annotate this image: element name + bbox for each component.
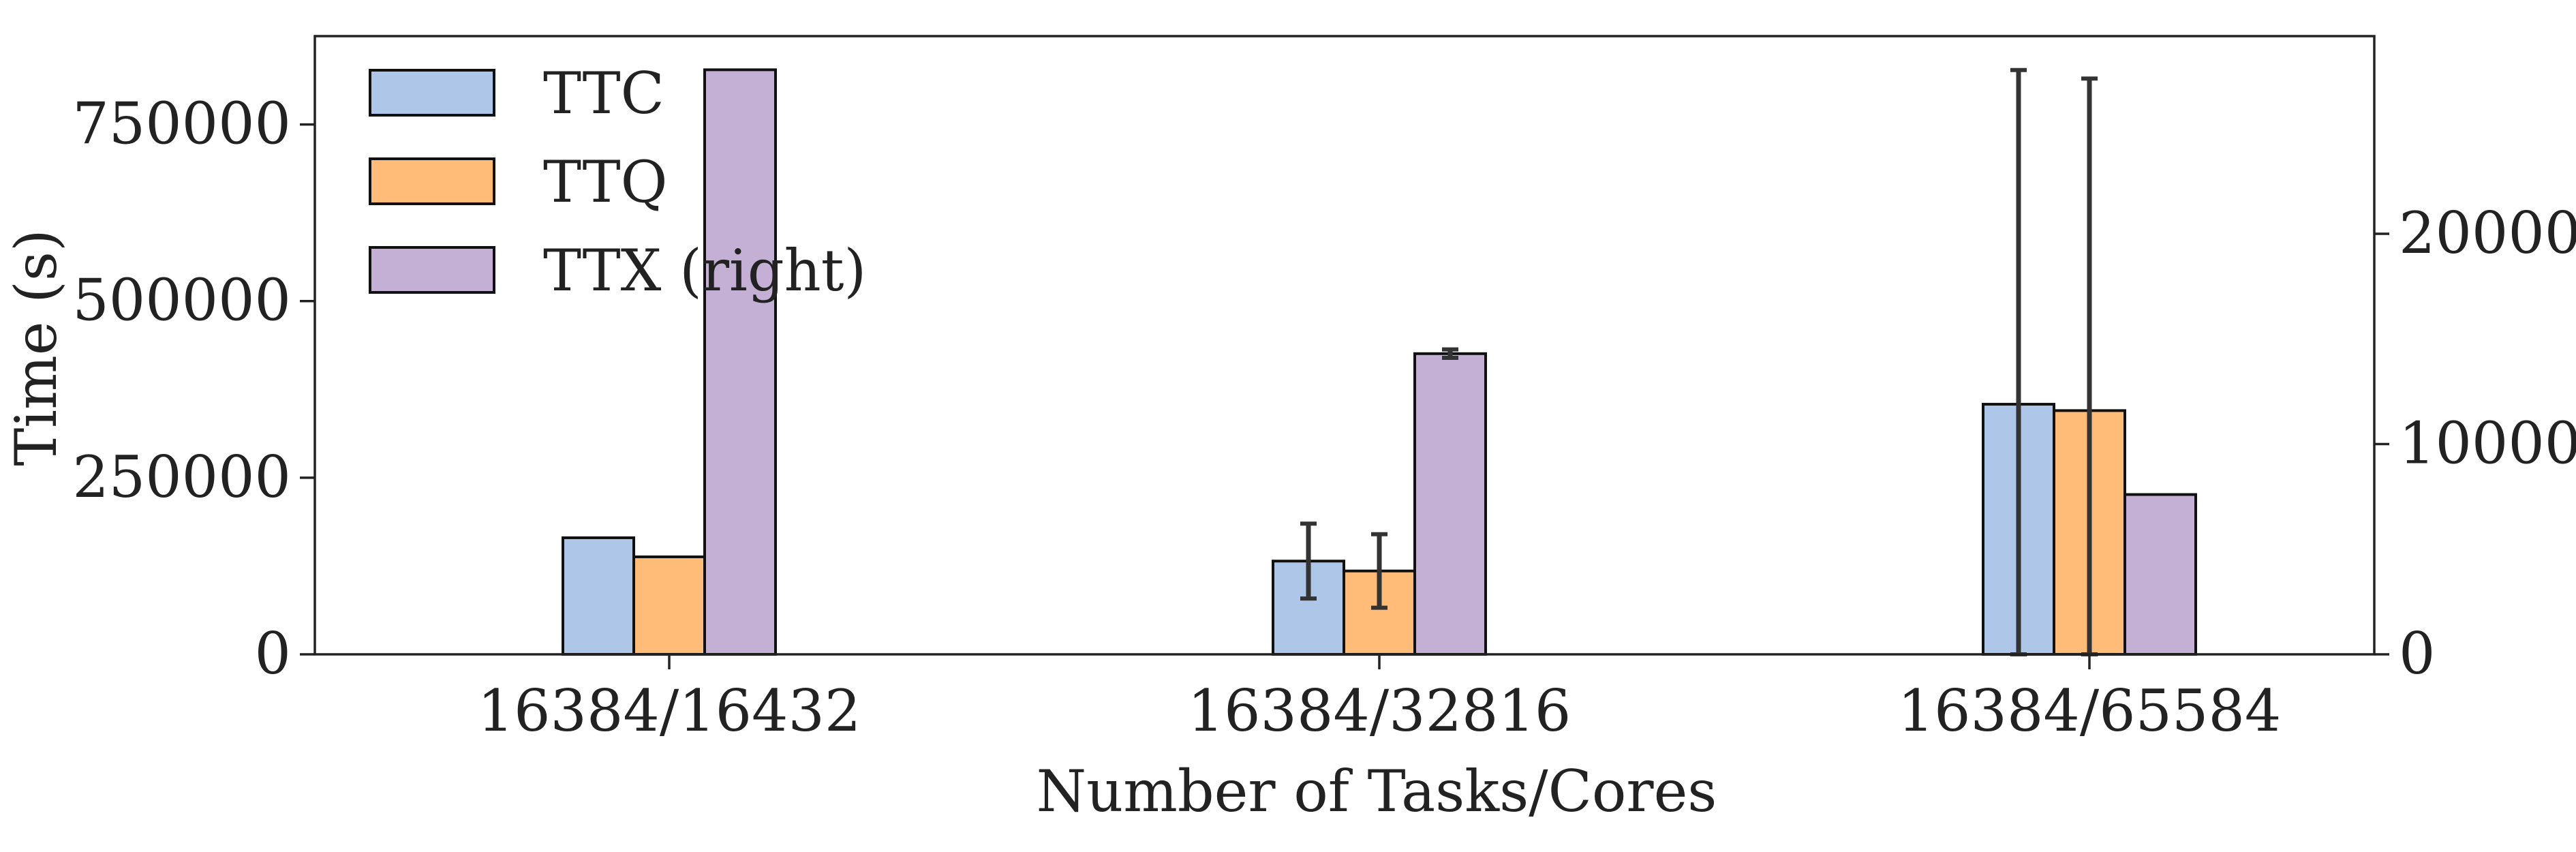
legend-swatch-ttc (369, 69, 495, 117)
plot-layer (562, 67, 2197, 656)
legend-swatch-ttx (369, 246, 495, 294)
bar-ttx-2 (1413, 352, 1487, 656)
legend-label-ttc: TTC (543, 60, 664, 127)
y-axis-label: Time (s) (3, 229, 70, 466)
bar-ttq-1 (632, 555, 706, 656)
x-tick-label: 16384/32816 (1188, 678, 1571, 744)
y-left-tick-label: 750000 (72, 91, 291, 157)
y-left-tick-label: 500000 (72, 267, 291, 334)
y-left-tick-label: 250000 (72, 444, 291, 511)
text-layer: Number of Tasks/Cores Time (s) (3, 229, 1717, 825)
legend-label-ttx: TTX (right) (543, 237, 866, 304)
y-right-tick-label: 0 (2399, 620, 2435, 687)
bar-ttx-3 (2123, 493, 2197, 656)
axes-layer: 0 250000 500000 750000 0 10000 20000 16384/1643… (72, 35, 2576, 744)
y-right-tick-label: 20000 (2399, 200, 2576, 267)
y-left-tick-label: 0 (255, 620, 291, 687)
bar-ttc-1 (562, 536, 635, 656)
plot-frame (313, 35, 2376, 656)
x-tick-label: 16384/65584 (1898, 678, 2282, 744)
legend-swatch-ttq (369, 157, 495, 205)
legend: TTC TTQ TTX (right) (369, 60, 866, 304)
bar-ttx-1 (703, 68, 777, 656)
y-right-tick-label: 10000 (2399, 410, 2576, 476)
x-axis-label: Number of Tasks/Cores (1037, 758, 1717, 825)
x-tick-label: 16384/16432 (478, 678, 861, 744)
legend-label-ttq: TTQ (543, 149, 667, 215)
